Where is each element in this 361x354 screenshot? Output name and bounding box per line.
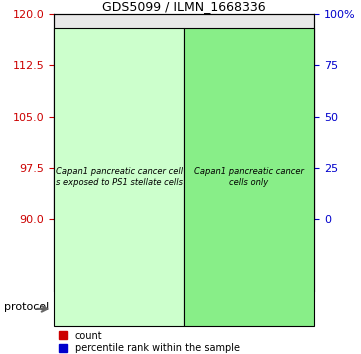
Bar: [66, 208, 86, 218]
Legend: count, percentile rank within the sample: count, percentile rank within the sample: [59, 331, 240, 353]
Bar: [109, 136, 129, 219]
Text: Capan1 pancreatic cancer
cells only: Capan1 pancreatic cancer cells only: [194, 167, 304, 187]
Bar: [109, 194, 129, 204]
Bar: [66, 166, 86, 219]
Text: GSM900845: GSM900845: [201, 230, 210, 281]
Bar: [153, 136, 172, 147]
Text: GSM900842: GSM900842: [71, 230, 80, 281]
Text: GSM900846: GSM900846: [245, 230, 253, 281]
Bar: [283, 159, 302, 169]
Text: Capan1 pancreatic cancer cell
s exposed to PS1 stellate cells: Capan1 pancreatic cancer cell s exposed …: [56, 167, 183, 187]
Title: GDS5099 / ILMN_1668336: GDS5099 / ILMN_1668336: [102, 0, 266, 13]
Bar: [196, 128, 216, 138]
Bar: [153, 62, 172, 219]
Text: GSM900843: GSM900843: [115, 230, 123, 281]
Bar: [239, 103, 259, 219]
Text: protocol: protocol: [4, 302, 49, 312]
Bar: [196, 38, 216, 219]
Text: GSM900844: GSM900844: [158, 230, 167, 281]
Bar: [283, 86, 302, 219]
Text: GSM900847: GSM900847: [288, 230, 297, 281]
Bar: [239, 169, 259, 179]
